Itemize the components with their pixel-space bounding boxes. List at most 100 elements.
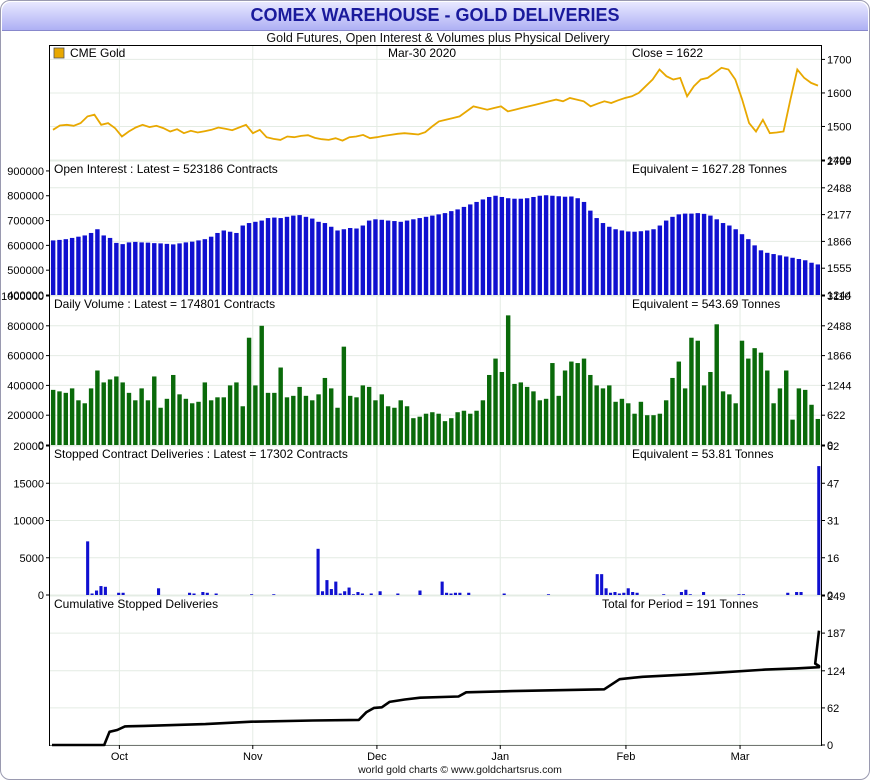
- stopped-delivery-bar: [684, 589, 688, 595]
- open-interest-bar: [442, 213, 448, 295]
- open-interest-bar: [569, 196, 574, 295]
- open-interest-bar: [221, 230, 226, 295]
- left-tick-label: 500000: [7, 265, 44, 277]
- left-tick-label: 700000: [7, 216, 44, 228]
- daily-volume-bar: [69, 388, 75, 445]
- daily-volume-bar: [158, 407, 163, 445]
- daily-volume-bar: [493, 358, 498, 445]
- open-interest-bar: [802, 260, 808, 295]
- open-interest-bar: [76, 236, 81, 295]
- daily-volume-bar: [645, 415, 650, 445]
- daily-volume-bar: [360, 385, 366, 445]
- daily-volume-bar: [208, 400, 214, 445]
- stopped-delivery-bar: [351, 594, 356, 595]
- daily-volume-bar: [695, 340, 700, 445]
- month-tick-label: Nov: [243, 751, 263, 763]
- open-interest-bar: [575, 198, 580, 295]
- left-tick-label: 400000: [7, 380, 44, 392]
- daily-volume-bar: [101, 382, 106, 445]
- open-interest-bar: [531, 196, 536, 295]
- daily-volume-bar: [663, 400, 669, 445]
- open-interest-bar: [626, 231, 631, 295]
- open-interest-bar: [354, 228, 359, 295]
- daily-volume-bar: [392, 407, 397, 445]
- daily-volume-bar: [133, 400, 138, 445]
- open-interest-bar: [145, 242, 151, 295]
- left-tick-label: 1000000: [1, 291, 44, 303]
- right-tick-label: 2488: [827, 321, 851, 333]
- open-interest-bar: [790, 257, 795, 295]
- stopped-delivery-bar: [635, 592, 639, 595]
- daily-volume-bar: [234, 382, 239, 445]
- open-interest-bar: [777, 255, 783, 295]
- stopped-delivery-bar: [192, 593, 196, 595]
- daily-volume-bar: [802, 389, 808, 445]
- daily-volume-bar: [107, 379, 113, 445]
- left-tick-label: 800000: [7, 321, 44, 333]
- open-interest-bar: [215, 232, 220, 295]
- stopped-delivery-bar: [214, 593, 218, 595]
- open-interest-bar: [746, 239, 751, 295]
- daily-volume-bar: [543, 398, 549, 445]
- right-tick-label: 62: [827, 703, 839, 715]
- gold-legend-label: CME Gold: [70, 46, 125, 60]
- stopped-delivery-bar: [157, 588, 161, 595]
- daily-volume-bar: [227, 385, 233, 445]
- open-interest-bar: [234, 232, 239, 295]
- open-interest-bar: [107, 237, 113, 295]
- daily-volume-bar: [657, 413, 663, 445]
- right-tick-label: 47: [827, 478, 839, 490]
- open-interest-bar: [449, 211, 454, 295]
- open-interest-bar: [543, 195, 549, 295]
- open-interest-bar: [733, 229, 738, 295]
- stopped-delivery-bar: [604, 588, 608, 595]
- stopped-delivery-bar: [94, 590, 99, 595]
- daily-volume-bar: [790, 419, 795, 445]
- open-interest-bar: [95, 229, 100, 295]
- daily-volume-bar: [746, 358, 751, 445]
- daily-volume-bar: [771, 403, 776, 445]
- daily-volume-bar: [354, 397, 359, 445]
- right-tick-label: 1700: [827, 54, 851, 66]
- open-interest-bar: [758, 250, 764, 295]
- month-tick-label: Feb: [616, 751, 635, 763]
- open-interest-bar: [259, 220, 264, 295]
- open-interest-bar: [404, 220, 410, 295]
- daily-volume-bar: [183, 398, 189, 445]
- stopped-delivery-bar: [449, 593, 453, 595]
- right-tick-label: 1244: [827, 290, 851, 302]
- open-interest-bar: [714, 219, 719, 295]
- daily-volume-bar: [88, 388, 94, 445]
- daily-volume-bar: [152, 376, 157, 445]
- open-interest-bar: [727, 225, 732, 295]
- left-tick-label: 400000: [7, 290, 44, 302]
- open-interest-bar: [177, 243, 182, 295]
- stopped-delivery-bar: [86, 541, 90, 595]
- daily-volume-bar: [291, 395, 296, 445]
- daily-volume-bar: [588, 374, 593, 445]
- open-interest-bar: [316, 221, 321, 295]
- open-interest-bar: [461, 206, 467, 295]
- open-interest-bar: [632, 231, 637, 295]
- daily-volume-bar: [714, 324, 719, 445]
- open-interest-bar: [537, 195, 542, 295]
- left-tick-label: 200000: [7, 410, 44, 422]
- open-interest-bar: [373, 219, 378, 295]
- open-interest-bar: [638, 231, 644, 295]
- open-interest-bar: [480, 199, 486, 295]
- daily-volume-bar: [474, 410, 479, 445]
- open-interest-bar: [556, 196, 561, 295]
- left-tick-label: 800000: [7, 191, 44, 203]
- stopped-delivery-bar: [622, 592, 626, 595]
- page-title: COMEX WAREHOUSE - GOLD DELIVERIES: [250, 5, 620, 25]
- daily-volume-bar: [164, 398, 170, 445]
- daily-volume-bar: [518, 382, 524, 445]
- daily-volume-bar: [512, 383, 517, 445]
- open-interest-bar: [379, 219, 384, 295]
- open-interest-bar: [436, 214, 441, 295]
- open-interest-bar: [417, 218, 422, 295]
- open-interest-bar: [550, 195, 555, 295]
- daily-volume-bar: [468, 413, 473, 445]
- daily-volume-bar: [278, 367, 283, 445]
